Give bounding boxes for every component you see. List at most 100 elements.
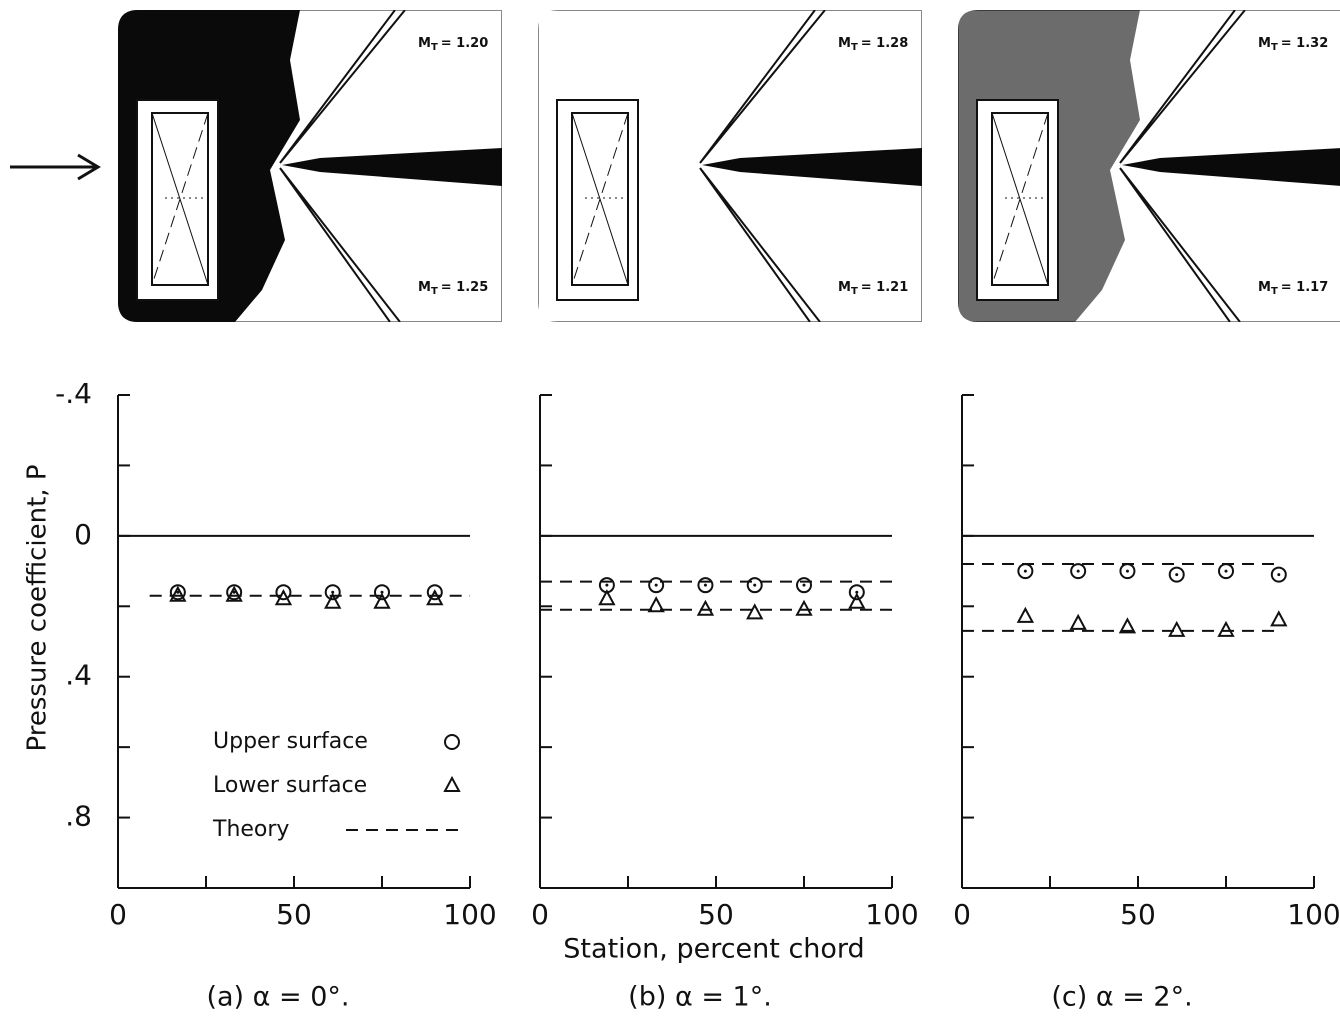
lower-point <box>1016 606 1035 623</box>
lower-point <box>324 592 342 609</box>
shock-lower <box>699 167 821 322</box>
point-dot <box>1277 573 1281 577</box>
point-dot <box>176 590 180 594</box>
x-tick-label: 50 <box>1120 898 1156 931</box>
mach-subscript: T <box>431 286 438 297</box>
photo-content <box>538 10 922 322</box>
point-dot <box>605 583 609 587</box>
mach-label: MT = 1.28 <box>838 36 908 54</box>
legend-label: Lower surface <box>213 773 367 798</box>
model <box>151 112 209 286</box>
upper-point <box>324 584 341 601</box>
point-dot <box>232 590 236 594</box>
upper-point <box>426 584 443 601</box>
model <box>991 112 1049 286</box>
mach-value: = 1.20 <box>441 36 489 51</box>
model-mount <box>556 99 639 301</box>
mach-subscript: T <box>851 286 858 297</box>
caption: (a) α = 0°. <box>206 982 349 1013</box>
model-mount <box>976 99 1059 301</box>
caption: (c) α = 2°. <box>1051 982 1192 1013</box>
mach-value: = 1.21 <box>861 280 909 295</box>
mach-label: MT = 1.21 <box>838 280 908 298</box>
shock-lower <box>1119 167 1241 322</box>
mach-symbol: M <box>838 280 851 295</box>
mach-value: = 1.28 <box>861 36 909 51</box>
photo-content <box>118 10 502 322</box>
mach-label: MT = 1.17 <box>1258 280 1328 298</box>
point-dot <box>380 590 384 594</box>
point-dot <box>703 583 707 587</box>
caption: (b) α = 1°. <box>628 982 772 1013</box>
upper-point <box>746 577 763 594</box>
shock-upper <box>699 10 826 164</box>
x-tick-label: 0 <box>953 898 971 931</box>
x-tick-label: 0 <box>531 898 549 931</box>
lower-point <box>169 585 187 602</box>
upper-point <box>374 584 390 601</box>
x-axis-label: Station, percent chord <box>563 934 864 965</box>
mach-value: = 1.17 <box>1281 280 1329 295</box>
point-dot <box>1224 569 1228 573</box>
x-tick-label: 100 <box>1287 898 1340 931</box>
upper-point <box>796 577 812 594</box>
mach-subscript: T <box>851 42 858 53</box>
point-dot <box>1076 569 1080 573</box>
mach-label: MT = 1.25 <box>418 280 488 298</box>
legend-triangle <box>443 775 461 792</box>
mach-label: MT = 1.32 <box>1258 36 1328 54</box>
mach-symbol: M <box>838 36 851 51</box>
mach-symbol: M <box>1258 36 1271 51</box>
y-tick-label: -.4 <box>55 377 92 410</box>
mach-subscript: T <box>1271 42 1278 53</box>
lower-point <box>848 592 866 609</box>
point-dot <box>1125 569 1129 573</box>
wake <box>282 148 502 186</box>
flow-arrow <box>10 153 101 181</box>
upper-point <box>1168 566 1185 583</box>
mach-value: = 1.25 <box>441 280 489 295</box>
wake <box>1122 148 1340 186</box>
shock-upper <box>1119 10 1246 164</box>
point-dot <box>855 590 859 594</box>
point-dot <box>654 583 658 587</box>
point-dot <box>331 590 335 594</box>
wake <box>702 148 922 186</box>
point-dot <box>1023 569 1027 573</box>
upper-point <box>275 584 292 601</box>
point-dot <box>1175 573 1179 577</box>
lower-point <box>1217 620 1235 637</box>
model-mount <box>136 99 219 301</box>
legend-circle <box>444 734 460 750</box>
mach-symbol: M <box>418 36 431 51</box>
mach-value: = 1.32 <box>1281 36 1329 51</box>
y-axis-label: Pressure coefficient, P <box>23 464 53 751</box>
lower-point <box>426 589 444 606</box>
y-tick-label: .8 <box>65 800 92 833</box>
lower-point <box>225 585 243 602</box>
y-tick-label: .4 <box>65 659 92 692</box>
model-line <box>571 112 629 286</box>
lower-point <box>647 596 665 613</box>
lower-point <box>696 599 715 616</box>
photo-content <box>958 10 1340 322</box>
mach-subscript: T <box>1271 286 1278 297</box>
upper-point <box>226 584 243 601</box>
x-tick-label: 50 <box>276 898 312 931</box>
lower-point <box>274 589 293 606</box>
legend-label: Upper surface <box>213 729 368 754</box>
upper-point <box>169 584 186 601</box>
upper-point <box>848 584 865 601</box>
x-tick-label: 100 <box>865 898 918 931</box>
model-line <box>151 112 209 286</box>
lower-point <box>1118 617 1137 634</box>
point-dot <box>753 583 757 587</box>
upper-point <box>648 577 665 594</box>
mach-subscript: T <box>431 42 438 53</box>
mach-label: MT = 1.20 <box>418 36 488 54</box>
upper-point <box>1070 563 1087 580</box>
shock-upper <box>279 10 406 164</box>
